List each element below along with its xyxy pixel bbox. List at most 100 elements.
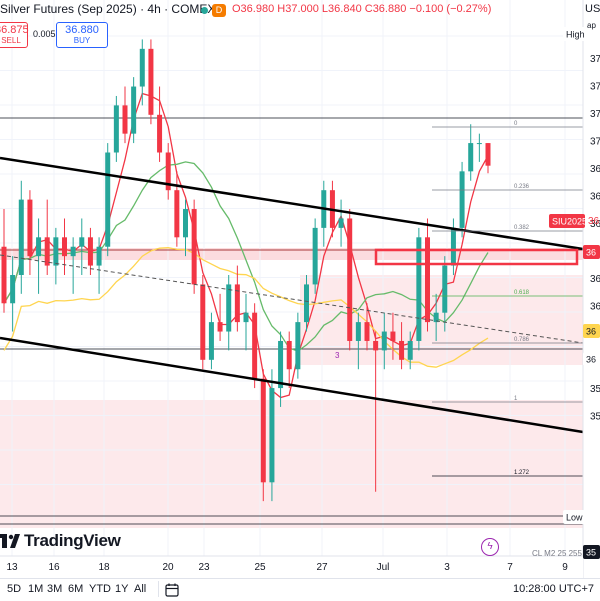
x-axis-label: 18	[98, 562, 110, 573]
channel-upper-line	[0, 156, 584, 251]
y-axis-label: 36	[590, 302, 600, 313]
candle-body	[70, 246, 76, 257]
ma-mid-line	[3, 161, 489, 352]
candle-body	[62, 237, 67, 257]
x-axis-label: 20	[162, 562, 174, 573]
fib-level-label: 0.236	[514, 184, 530, 190]
ohlc-readout: O36.980 H37.000 L36.840 C36.880 −0.100 (…	[232, 3, 491, 15]
ma-slow-line	[3, 247, 489, 368]
x-axis-label: 27	[316, 562, 328, 573]
sell-price: 36.875	[0, 24, 29, 36]
symbol-tag: SIU2025	[552, 217, 587, 227]
candle-body	[260, 378, 266, 483]
currency-fragment: US	[585, 3, 600, 15]
level-tag: 36	[586, 355, 596, 365]
candle-body	[113, 105, 119, 153]
y-axis-label: 36	[590, 274, 600, 285]
highlight-box[interactable]	[374, 248, 579, 266]
candle-body	[53, 237, 59, 266]
candle-body	[347, 218, 353, 341]
y-axis-label: 37	[590, 82, 600, 93]
data-badge[interactable]: D	[212, 4, 226, 17]
candle-body	[485, 143, 491, 166]
candle-body	[10, 275, 16, 304]
candle-body	[381, 331, 387, 351]
range-ytd[interactable]: YTD	[89, 583, 111, 595]
candle-body	[27, 199, 33, 257]
candle-body	[338, 218, 344, 228]
mid-label: 3	[335, 351, 340, 360]
candle-body	[148, 48, 154, 115]
candle-body	[96, 246, 102, 266]
calendar-icon[interactable]	[165, 583, 179, 597]
spread-value: 0.005	[33, 29, 56, 39]
level-tag: 36	[586, 327, 596, 337]
overlay-label: CL M2 25 255	[532, 549, 582, 558]
dashed-trendline	[0, 254, 584, 344]
y-axis-label: 37	[590, 109, 600, 120]
y-axis-label: 35	[590, 384, 600, 395]
candle-body	[122, 105, 128, 134]
x-axis-label: 9	[562, 562, 568, 573]
demand-zone-lower	[0, 400, 583, 528]
right-fragment: ap	[587, 21, 596, 30]
candle-body	[425, 237, 430, 323]
symbol-tag-bg	[549, 214, 585, 228]
candle-body	[390, 331, 396, 341]
y-axis-label: 36	[590, 219, 600, 230]
bottom-toolbar: 5D 1M 3M 6M YTD 1Y All 10:28:00 UTC+7	[0, 578, 600, 601]
level-tag-bg	[583, 324, 600, 338]
candle-body	[252, 312, 258, 379]
buy-button[interactable]: 36.880 BUY	[56, 22, 108, 48]
level-tag-bg	[583, 352, 600, 366]
candle-body	[364, 322, 370, 341]
y-axis-label: 36	[590, 164, 600, 175]
candle-body	[433, 312, 439, 323]
x-axis-label: 13	[6, 562, 18, 573]
range-5d[interactable]: 5D	[7, 583, 22, 595]
channel-lower-line	[0, 336, 584, 434]
candle-body	[304, 284, 309, 323]
ohlc-tag: 35	[586, 548, 596, 558]
range-6m[interactable]: 6M	[68, 583, 84, 595]
x-axis-label: 25	[254, 562, 266, 573]
y-axis-label: 35	[590, 412, 600, 423]
fib-level-label: 0.382	[514, 225, 530, 231]
candle-body	[399, 340, 405, 360]
candle-body	[407, 340, 413, 360]
candle-body	[44, 237, 50, 266]
level-tag: 36	[586, 248, 596, 258]
range-3m[interactable]: 3M	[47, 583, 63, 595]
lightning-icon[interactable]: ϟ	[481, 538, 499, 556]
ohlc-tag-bg	[583, 545, 600, 559]
candle-body	[476, 143, 482, 145]
candle-body	[217, 322, 223, 332]
sell-button[interactable]: 36.875 SELL	[0, 22, 29, 48]
candle-body	[131, 86, 137, 134]
clock[interactable]: 10:28:00 UTC+7	[512, 583, 594, 595]
candle-body	[243, 312, 249, 323]
range-all[interactable]: All	[134, 583, 147, 595]
candle-body	[165, 152, 171, 191]
range-1m[interactable]: 1M	[28, 583, 44, 595]
candle-body	[18, 199, 24, 275]
candle-body	[105, 152, 111, 247]
fib-level-label: 0.786	[514, 337, 530, 343]
range-1y[interactable]: 1Y	[115, 583, 129, 595]
candle-body	[87, 237, 93, 266]
candle-body	[183, 209, 188, 238]
candle-body	[79, 237, 85, 247]
chart-title: Silver Futures (Sep 2025) · 4h · COMEX	[0, 2, 216, 16]
candle-body	[295, 322, 301, 370]
fib-level-label: 0.618	[514, 290, 530, 296]
candle-body	[373, 340, 379, 351]
tradingview-logo[interactable]: TradingView	[0, 530, 121, 552]
candle-body	[36, 237, 42, 257]
candle-body	[269, 388, 275, 483]
candle-body	[1, 246, 7, 304]
candle-body	[286, 340, 292, 370]
candle-body	[459, 171, 465, 228]
level-tag-bg	[583, 245, 600, 259]
